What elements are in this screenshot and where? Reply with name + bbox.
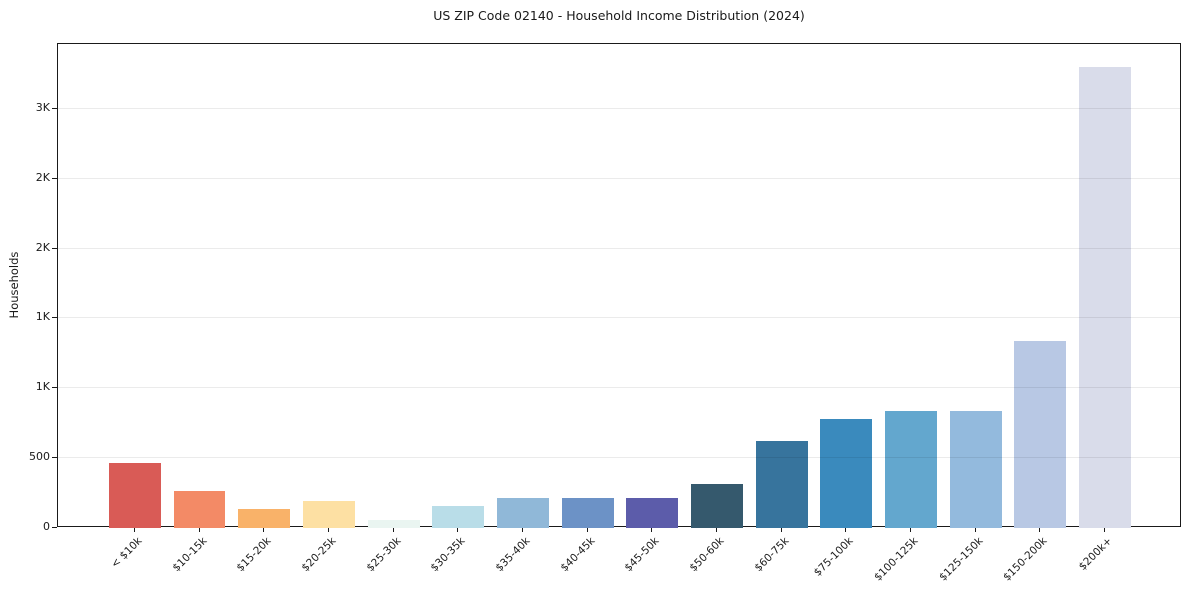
- bar: [949, 411, 1002, 528]
- x-tick: [910, 527, 912, 532]
- gridline: [58, 247, 1180, 249]
- bar: [626, 497, 679, 528]
- chart-title: US ZIP Code 02140 - Household Income Dis…: [433, 8, 805, 23]
- y-tick: [52, 107, 57, 109]
- y-tick-label: 2K: [35, 170, 50, 184]
- bar: [561, 497, 614, 528]
- y-tick: [52, 387, 57, 389]
- x-tick: [521, 527, 523, 532]
- plot-area: [57, 43, 1181, 528]
- y-tick-label: 500: [29, 450, 50, 464]
- y-tick-label: 2K: [35, 240, 50, 254]
- bar: [820, 419, 873, 528]
- bar: [109, 463, 161, 528]
- x-tick: [780, 527, 782, 532]
- bar: [755, 441, 808, 528]
- x-tick: [392, 527, 394, 532]
- gridline: [58, 457, 1180, 459]
- x-tick: [716, 527, 717, 532]
- y-tick-label: 1K: [35, 380, 50, 394]
- bar: [1079, 67, 1131, 528]
- bar: [367, 520, 420, 528]
- gridline: [58, 317, 1180, 319]
- bar: [497, 497, 549, 528]
- bar: [173, 490, 226, 528]
- gridline: [58, 387, 1180, 389]
- y-tick-label: 1K: [35, 310, 50, 324]
- x-tick: [457, 527, 459, 532]
- x-tick: [651, 527, 653, 532]
- y-tick: [52, 527, 57, 528]
- bar: [691, 484, 743, 528]
- x-tick: [263, 527, 265, 532]
- x-tick: [133, 527, 135, 532]
- x-tick: [1039, 527, 1041, 532]
- y-tick: [52, 317, 57, 319]
- bar: [885, 411, 937, 528]
- y-tick-label: 3K: [35, 100, 50, 114]
- bar: [238, 509, 291, 528]
- x-tick: [845, 527, 847, 532]
- bar: [1014, 340, 1067, 528]
- x-tick: [586, 527, 588, 532]
- x-tick: [1104, 527, 1106, 532]
- gridline: [58, 177, 1180, 179]
- gridline: [58, 107, 1180, 109]
- y-tick: [52, 247, 57, 249]
- bar: [303, 501, 355, 528]
- x-tick: [974, 527, 976, 532]
- x-tick: [327, 527, 329, 532]
- x-tick: [198, 527, 200, 532]
- y-tick: [52, 457, 57, 459]
- bar: [432, 506, 485, 528]
- y-tick-label: 0: [43, 520, 50, 533]
- x-tick-label: < $10k: [108, 535, 145, 571]
- y-tick: [52, 177, 57, 179]
